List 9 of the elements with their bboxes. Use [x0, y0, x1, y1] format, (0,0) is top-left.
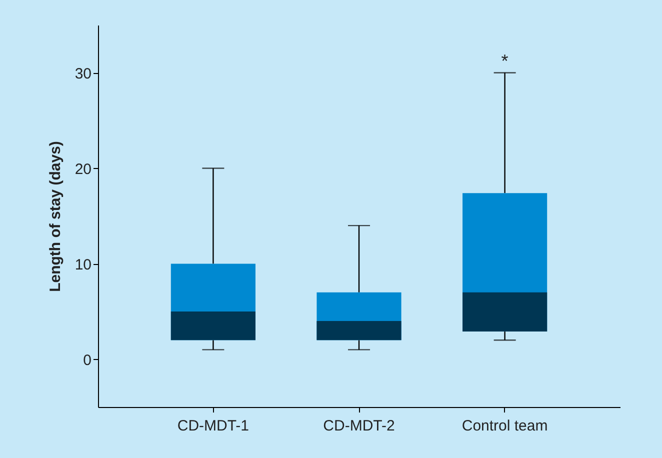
x-tick-label: Control team: [462, 418, 548, 434]
y-tick-label: 0: [83, 352, 92, 369]
y-tick-label: 20: [74, 160, 92, 178]
y-tick-label: 30: [74, 65, 92, 82]
y-tick-label: 10: [74, 256, 92, 274]
x-tick-label: CD-MDT-1: [177, 418, 250, 434]
y-axis-title: Length of stay (days): [46, 141, 64, 292]
annotation: *: [501, 50, 508, 71]
x-tick-label: CD-MDT-2: [323, 418, 395, 434]
